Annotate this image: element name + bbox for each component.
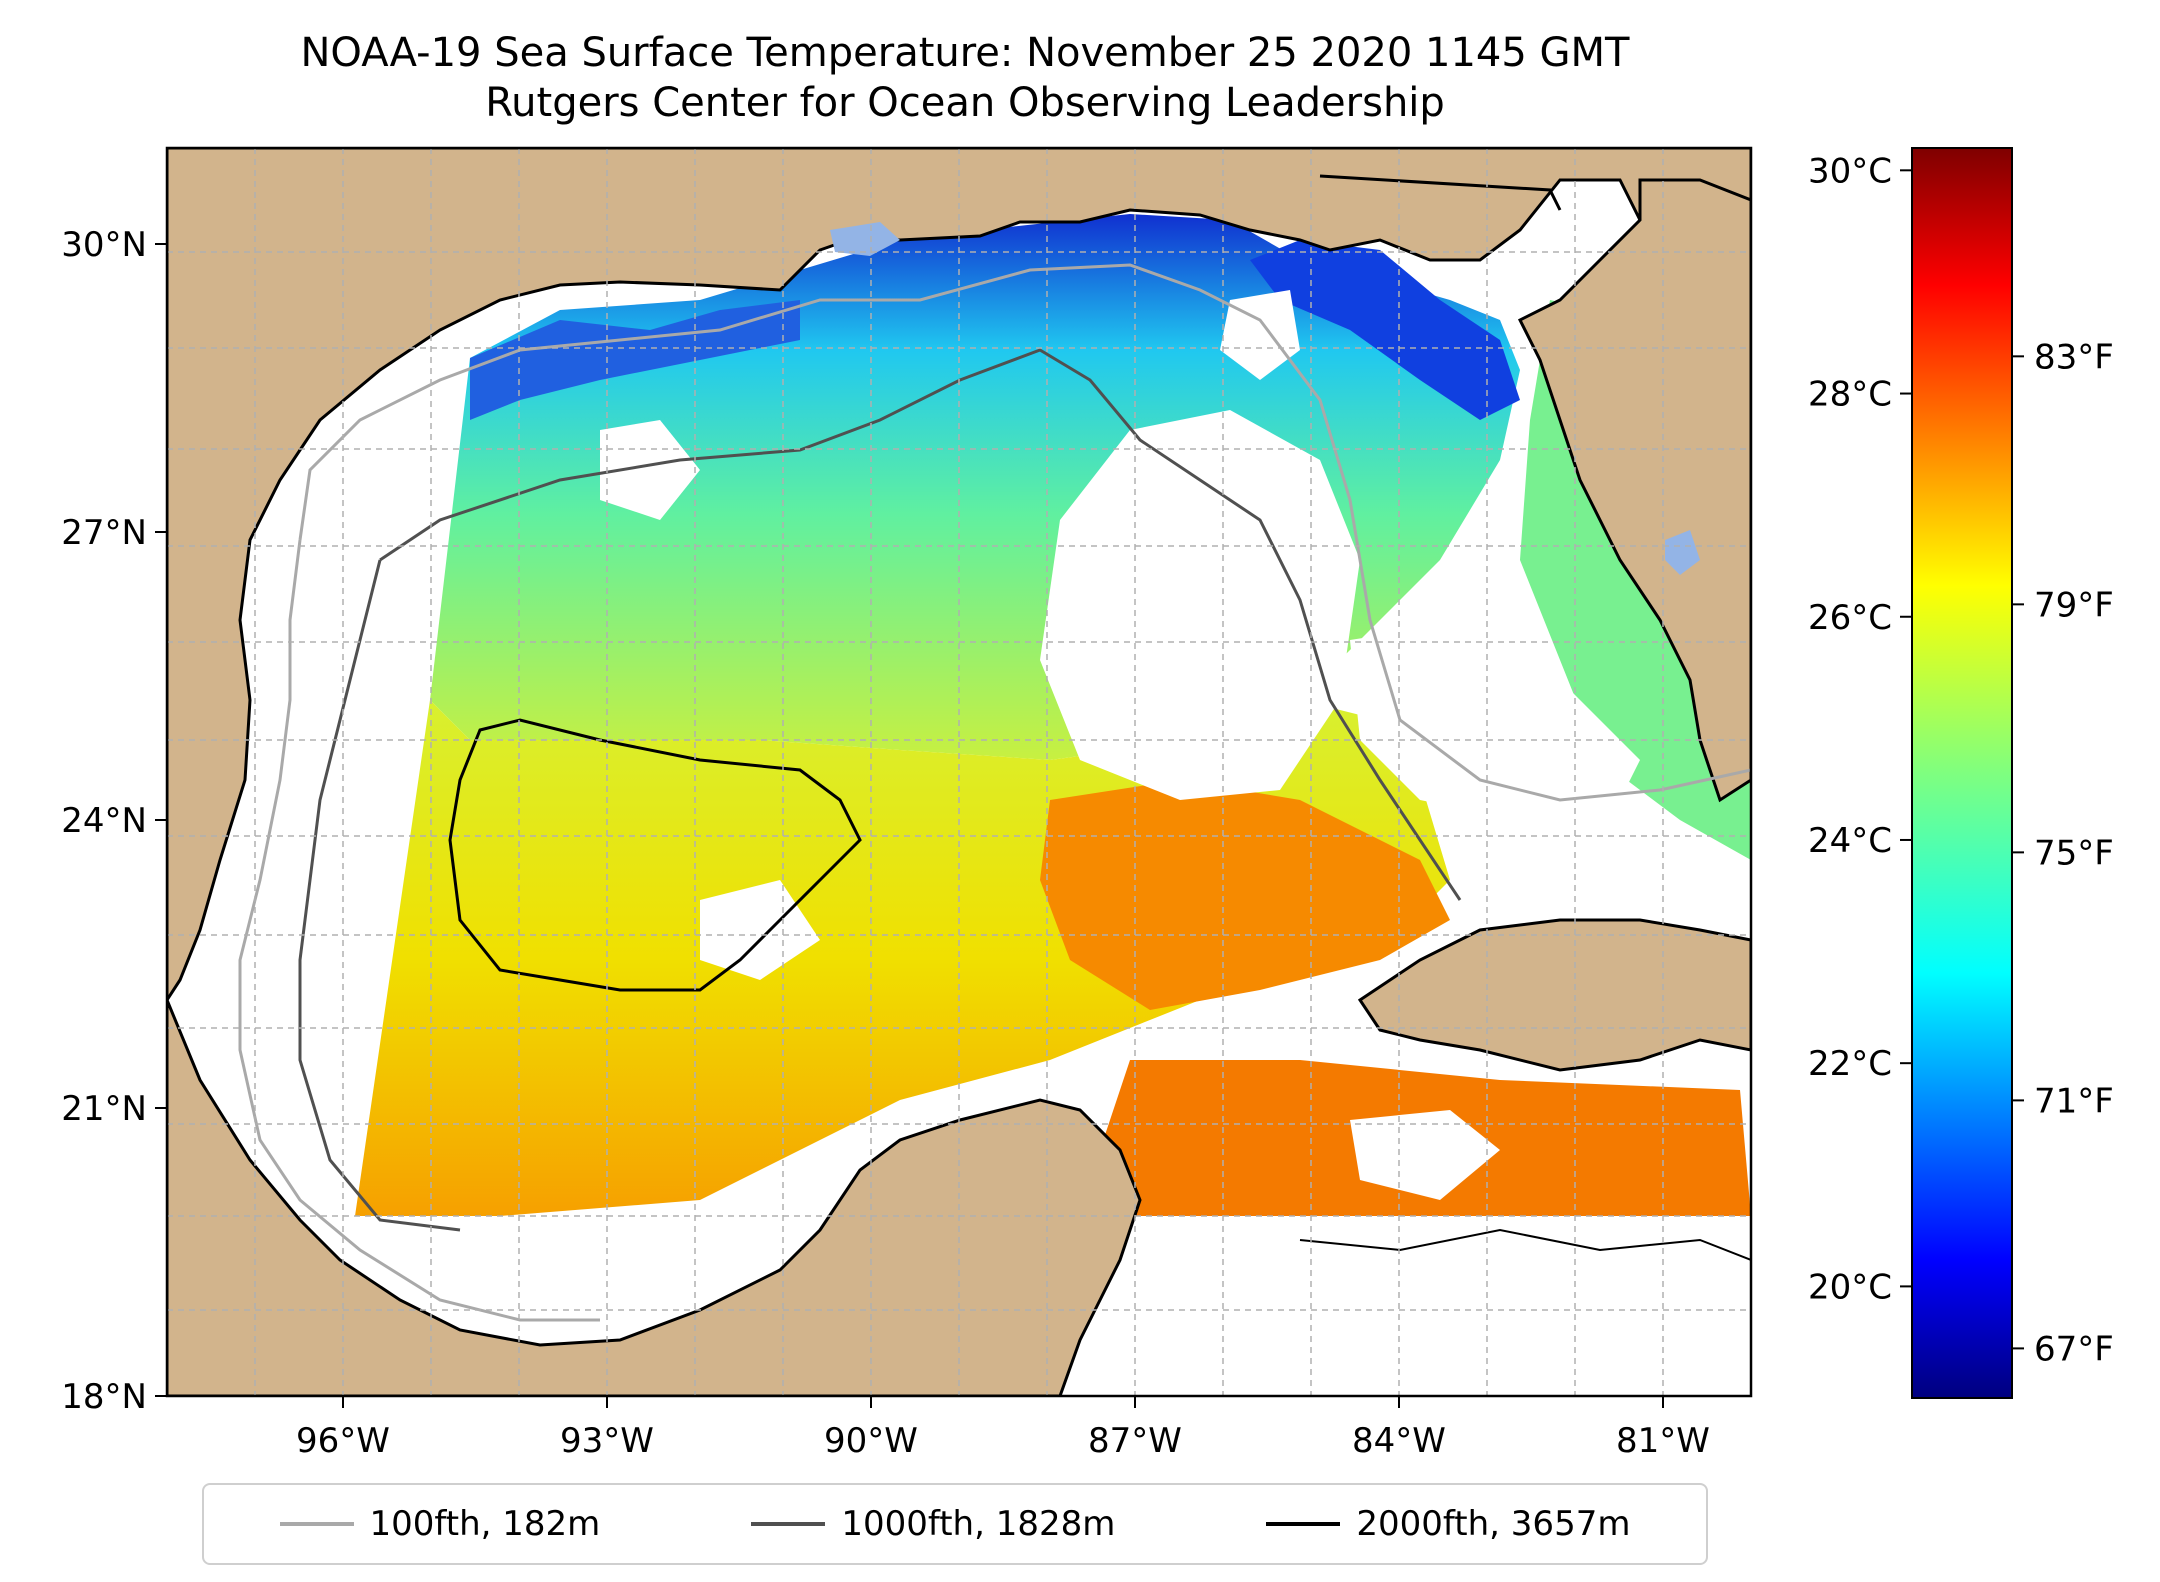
legend-swatch-1000fth <box>751 1522 826 1526</box>
sst-warm-core <box>1040 780 1450 1010</box>
legend-swatch-100fth <box>279 1522 354 1526</box>
legend-item-1000fth: 1000fth, 1828m <box>751 1504 1115 1544</box>
colorbar-celsius-label: 22°C <box>1808 1044 1892 1084</box>
lat-tick-label: 27°N <box>61 513 147 553</box>
inland-lake-florida <box>1665 530 1700 575</box>
lon-gridlines <box>166 148 1664 1396</box>
legend-label-100fth: 100fth, 182m <box>369 1504 601 1544</box>
legend-label-1000fth: 1000fth, 1828m <box>841 1504 1116 1544</box>
lat-tick-label: 30°N <box>61 225 147 265</box>
lat-tick-label: 21°N <box>61 1089 147 1129</box>
sst-cold-coast-east <box>1250 240 1520 420</box>
contour-1000fth-west <box>298 559 461 1232</box>
colorbar-fahrenheit-label: 67°F <box>2034 1329 2114 1369</box>
cloud-gap-north <box>1220 290 1300 380</box>
contour-2000fth <box>448 718 862 992</box>
lon-axis: 96°W 93°W 90°W 87°W 84°W 81°W <box>296 1396 1710 1461</box>
inland-lake <box>830 222 900 256</box>
colorbar-fahrenheit-label: 71°F <box>2034 1081 2114 1121</box>
state-boundary <box>1319 174 1562 211</box>
lat-axis: 18°N 21°N 24°N 27°N 30°N <box>61 225 167 1417</box>
contour-1000fth <box>379 348 1462 901</box>
contour-2000fth-south <box>1299 1228 1751 1261</box>
legend-item-100fth: 100fth, 182m <box>279 1504 601 1544</box>
cloud-gap-east <box>1350 620 1640 820</box>
lon-tick-label: 81°W <box>1616 1421 1710 1461</box>
cloud-gap-cuba-south <box>1350 1110 1500 1200</box>
chart-title: NOAA-19 Sea Surface Temperature: Novembe… <box>300 30 1630 76</box>
colorbar-fahrenheit-label: 75°F <box>2034 833 2114 873</box>
colorbar-celsius-axis: 30°C 28°C 26°C 24°C 22°C 20°C <box>1808 151 1912 1307</box>
colorbar <box>1911 147 2013 1399</box>
colorbar-fahrenheit-label: 83°F <box>2034 337 2114 377</box>
colorbar-celsius-label: 26°C <box>1808 598 1892 638</box>
legend-label-2000fth: 2000fth, 3657m <box>1356 1504 1631 1544</box>
lon-tick-label: 96°W <box>296 1421 390 1461</box>
land-florida <box>1517 178 1751 803</box>
cloud-gap-central <box>1040 410 1360 800</box>
legend-swatch-2000fth <box>1266 1522 1341 1526</box>
lon-tick-label: 87°W <box>1088 1421 1182 1461</box>
depth-legend: 100fth, 182m 1000fth, 1828m 2000fth, 365… <box>202 1483 1708 1565</box>
map-frame <box>165 146 1753 1398</box>
contour-100fth-west <box>238 539 600 1322</box>
colorbar-celsius-label: 28°C <box>1808 375 1892 415</box>
colorbar-fahrenheit-label: 79°F <box>2034 585 2114 625</box>
land-mexico <box>167 999 1142 1396</box>
cloud-gap-texas-shelf <box>700 880 820 980</box>
colorbar-fahrenheit-axis: 83°F 79°F 75°F 71°F 67°F <box>2012 337 2114 1369</box>
cloud-gap-west <box>600 420 700 520</box>
lat-gridlines <box>167 251 1751 1311</box>
lon-tick-label: 93°W <box>560 1421 654 1461</box>
land-cuba <box>1357 918 1751 1072</box>
contour-100fth <box>298 263 1751 802</box>
colorbar-celsius-label: 24°C <box>1808 821 1892 861</box>
lon-tick-label: 90°W <box>824 1421 918 1461</box>
lat-tick-label: 24°N <box>61 801 147 841</box>
colorbar-celsius-label: 20°C <box>1808 1267 1892 1307</box>
lon-tick-label: 84°W <box>1352 1421 1446 1461</box>
chart-subtitle: Rutgers Center for Ocean Observing Leade… <box>485 80 1445 126</box>
lat-tick-label: 18°N <box>61 1377 147 1417</box>
legend-item-2000fth: 2000fth, 3657m <box>1266 1504 1630 1544</box>
colorbar-celsius-label: 30°C <box>1808 151 1892 191</box>
